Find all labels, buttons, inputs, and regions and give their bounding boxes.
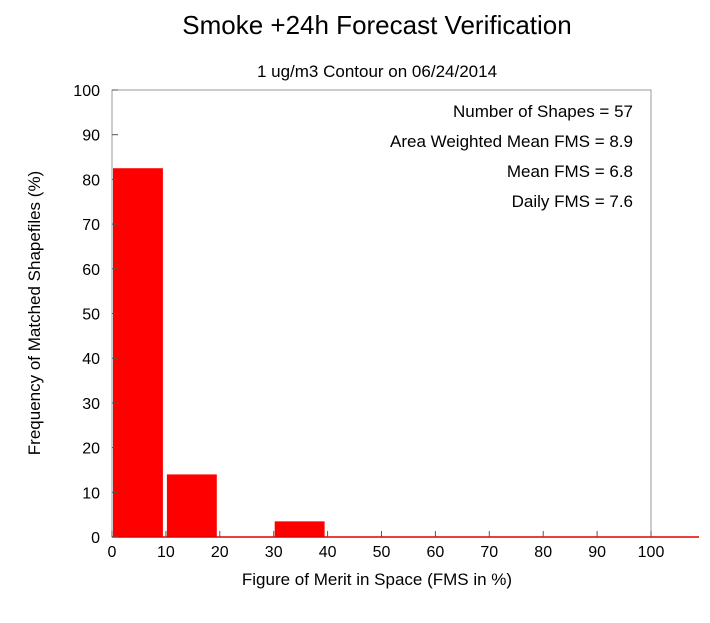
y-tick-label: 80 (82, 172, 100, 189)
x-tick-label: 40 (319, 544, 337, 561)
y-tick-label: 100 (73, 83, 100, 100)
y-tick-label: 0 (91, 530, 100, 547)
histogram-bar-0 (113, 168, 163, 537)
annotation-0: Number of Shapes = 57 (453, 102, 633, 121)
x-tick-label: 70 (480, 544, 498, 561)
x-tick-label: 80 (534, 544, 552, 561)
x-tick-label: 20 (211, 544, 229, 561)
y-tick-label: 50 (82, 307, 100, 324)
x-tick-label: 90 (588, 544, 606, 561)
y-tick-label: 30 (82, 396, 100, 413)
x-tick-label: 30 (265, 544, 283, 561)
x-tick-label: 0 (108, 544, 117, 561)
chart-subtitle: 1 ug/m3 Contour on 06/24/2014 (257, 62, 497, 81)
y-tick-label: 20 (82, 441, 100, 458)
y-tick-label: 60 (82, 262, 100, 279)
x-tick-label: 10 (157, 544, 175, 561)
x-axis-label: Figure of Merit in Space (FMS in %) (242, 570, 512, 589)
plot-frame (111, 89, 652, 538)
histogram-bar-3 (274, 521, 325, 537)
annotation-2: Mean FMS = 6.8 (507, 162, 633, 181)
y-tick-label: 10 (82, 485, 100, 502)
y-ticks-layer: 0 10 20 30 40 50 60 70 80 90 100 (73, 83, 118, 547)
y-tick-label: 70 (82, 217, 100, 234)
x-ticks-layer: 0 10 20 30 40 50 60 70 80 90 100 (108, 531, 665, 561)
annotation-3: Daily FMS = 7.6 (512, 192, 633, 211)
y-tick-label: 90 (82, 128, 100, 145)
chart-title: Smoke +24h Forecast Verification (182, 10, 571, 40)
annotations-layer: Number of Shapes = 57 Area Weighted Mean … (390, 102, 633, 211)
x-tick-label: 60 (427, 544, 445, 561)
x-tick-label: 100 (638, 544, 665, 561)
x-tick-label: 50 (373, 544, 391, 561)
y-axis-label: Frequency of Matched Shapefiles (%) (25, 171, 44, 455)
histogram-bar-1 (166, 474, 217, 537)
annotation-1: Area Weighted Mean FMS = 8.9 (390, 132, 633, 151)
y-tick-label: 40 (82, 351, 100, 368)
bars-layer (113, 168, 325, 537)
